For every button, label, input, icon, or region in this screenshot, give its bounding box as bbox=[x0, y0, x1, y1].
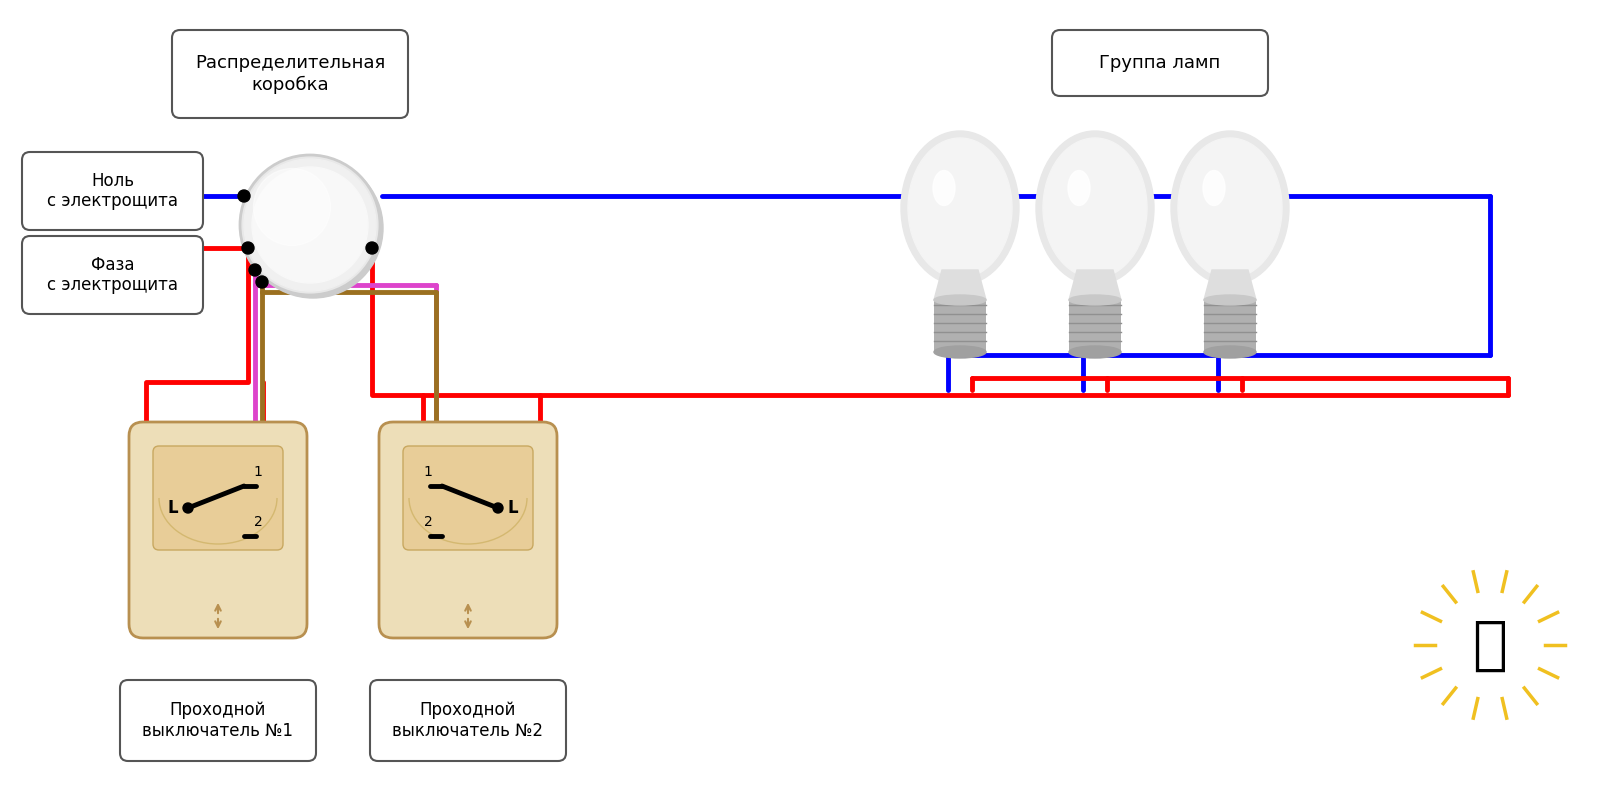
Text: 🤜: 🤜 bbox=[1472, 617, 1507, 674]
FancyBboxPatch shape bbox=[1069, 300, 1122, 352]
Circle shape bbox=[366, 242, 378, 254]
Polygon shape bbox=[934, 270, 986, 300]
Text: L: L bbox=[507, 499, 518, 517]
Text: Проходной
выключатель №1: Проходной выключатель №1 bbox=[142, 701, 293, 740]
Circle shape bbox=[243, 159, 376, 291]
Ellipse shape bbox=[1069, 295, 1122, 305]
Ellipse shape bbox=[1205, 295, 1256, 305]
Ellipse shape bbox=[1037, 131, 1154, 285]
Ellipse shape bbox=[1178, 138, 1282, 278]
Circle shape bbox=[256, 276, 269, 288]
FancyBboxPatch shape bbox=[120, 680, 317, 761]
FancyBboxPatch shape bbox=[1205, 300, 1256, 352]
Circle shape bbox=[182, 503, 194, 513]
FancyBboxPatch shape bbox=[154, 446, 283, 550]
FancyBboxPatch shape bbox=[22, 236, 203, 314]
Ellipse shape bbox=[1203, 170, 1226, 206]
Ellipse shape bbox=[1069, 346, 1122, 358]
Circle shape bbox=[242, 242, 254, 254]
Text: Фаза
с электрощита: Фаза с электрощита bbox=[46, 256, 178, 294]
FancyBboxPatch shape bbox=[173, 30, 408, 118]
Text: 2: 2 bbox=[254, 515, 262, 529]
Polygon shape bbox=[1205, 270, 1256, 300]
Circle shape bbox=[238, 190, 250, 202]
Polygon shape bbox=[1069, 270, 1122, 300]
Ellipse shape bbox=[909, 138, 1013, 278]
FancyBboxPatch shape bbox=[22, 152, 203, 230]
Ellipse shape bbox=[1069, 170, 1090, 206]
Ellipse shape bbox=[1171, 131, 1290, 285]
Circle shape bbox=[493, 503, 502, 513]
FancyBboxPatch shape bbox=[1053, 30, 1267, 96]
Ellipse shape bbox=[1205, 346, 1256, 358]
Circle shape bbox=[253, 167, 368, 283]
Circle shape bbox=[250, 264, 261, 276]
Circle shape bbox=[253, 169, 331, 246]
Circle shape bbox=[243, 158, 382, 298]
FancyBboxPatch shape bbox=[130, 422, 307, 638]
FancyBboxPatch shape bbox=[379, 422, 557, 638]
Text: 1: 1 bbox=[253, 465, 262, 479]
Text: Ноль
с электрощита: Ноль с электрощита bbox=[46, 172, 178, 210]
FancyBboxPatch shape bbox=[370, 680, 566, 761]
Ellipse shape bbox=[933, 170, 955, 206]
Ellipse shape bbox=[934, 346, 986, 358]
FancyBboxPatch shape bbox=[403, 446, 533, 550]
Circle shape bbox=[240, 155, 381, 295]
Text: 1: 1 bbox=[424, 465, 432, 479]
Text: Распределительная
коробка: Распределительная коробка bbox=[195, 54, 386, 94]
Ellipse shape bbox=[934, 295, 986, 305]
Text: Группа ламп: Группа ламп bbox=[1099, 54, 1221, 72]
Ellipse shape bbox=[1043, 138, 1147, 278]
Text: Проходной
выключатель №2: Проходной выключатель №2 bbox=[392, 701, 544, 740]
Ellipse shape bbox=[901, 131, 1019, 285]
Text: 2: 2 bbox=[424, 515, 432, 529]
Text: L: L bbox=[168, 499, 178, 517]
FancyBboxPatch shape bbox=[934, 300, 986, 352]
